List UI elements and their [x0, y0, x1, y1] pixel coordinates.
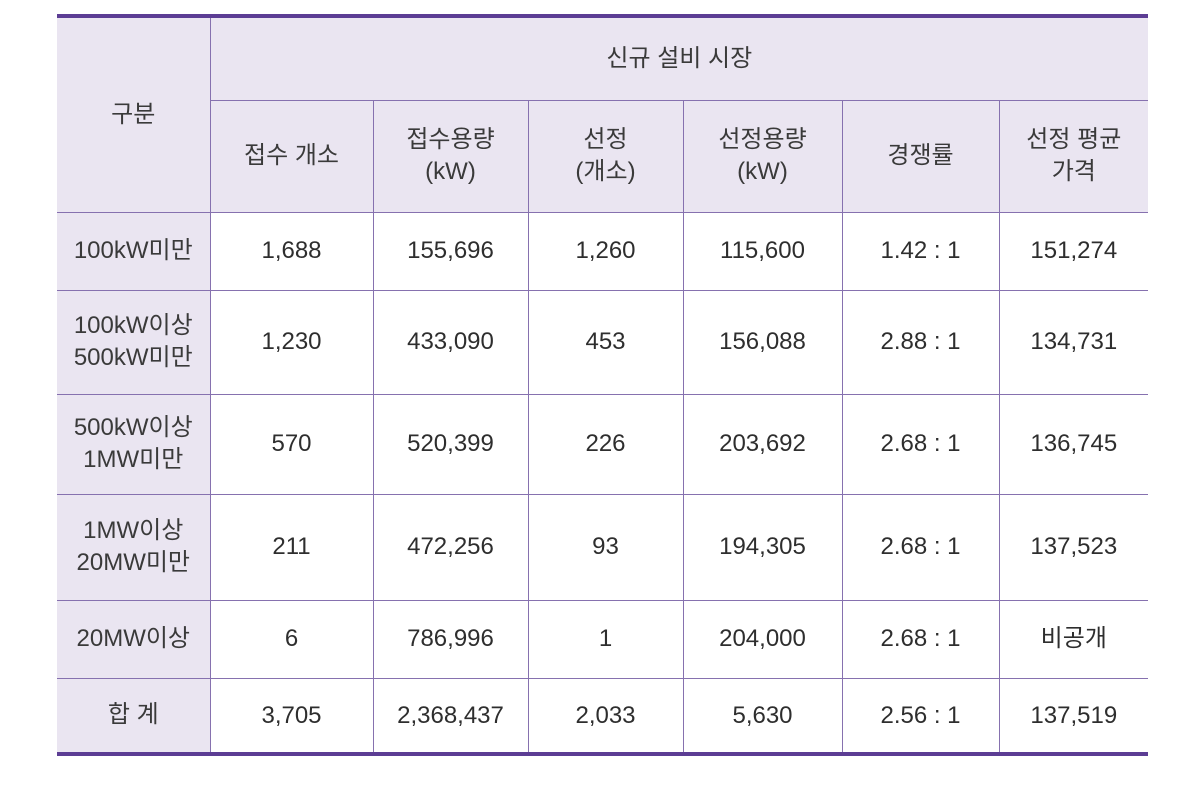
cell: 433,090 — [372, 289, 529, 395]
header-row-group: 구분 신규 설비 시장 — [57, 15, 1149, 213]
cell: 93 — [527, 493, 684, 601]
table-row: 100kW미만 1,688 155,696 1,260 115,600 1.42… — [57, 211, 1149, 291]
cell: 786,996 — [372, 599, 529, 679]
cell: 2.56 : 1 — [841, 677, 1000, 755]
table-row: 100kW이상 500kW미만 1,230 433,090 453 156,08… — [57, 289, 1149, 395]
header-row-columns: 접수 개소 접수용량 (kW) 선정 (개소) 선정용량 (kW) 경쟁률 선정… — [57, 99, 1149, 213]
cell: 2.88 : 1 — [841, 289, 1000, 395]
cell: 156,088 — [682, 289, 843, 395]
cell: 226 — [527, 393, 684, 495]
row-label: 1MW이상 20MW미만 — [57, 493, 211, 601]
cell: 2.68 : 1 — [841, 599, 1000, 679]
cell: 570 — [209, 393, 374, 495]
col-header-received-capacity: 접수용량 (kW) — [372, 99, 529, 213]
cell: 211 — [209, 493, 374, 601]
cell: 115,600 — [682, 211, 843, 291]
cell: 203,692 — [682, 393, 843, 495]
row-label: 100kW이상 500kW미만 — [57, 289, 211, 395]
group-header-new-market: 신규 설비 시장 — [209, 15, 1149, 101]
table-row: 1MW이상 20MW미만 211 472,256 93 194,305 2.68… — [57, 493, 1149, 601]
cell: 6 — [209, 599, 374, 679]
cell: 151,274 — [998, 211, 1149, 291]
col-header-avg-price: 선정 평균 가격 — [998, 99, 1149, 213]
cell: 1,230 — [209, 289, 374, 395]
table-row: 500kW이상 1MW미만 570 520,399 226 203,692 2.… — [57, 393, 1149, 495]
row-label: 100kW미만 — [57, 211, 211, 291]
cell: 1.42 : 1 — [841, 211, 1000, 291]
col-header-competition-ratio: 경쟁률 — [841, 99, 1000, 213]
cell: 194,305 — [682, 493, 843, 601]
cell: 155,696 — [372, 211, 529, 291]
new-facility-market-table: 구분 신규 설비 시장 접수 개소 접수용량 (kW) 선정 (개소) 선정용량… — [57, 14, 1149, 756]
cell: 453 — [527, 289, 684, 395]
col-header-received-count: 접수 개소 — [210, 99, 374, 213]
col-header-selected-capacity: 선정용량 (kW) — [682, 99, 843, 213]
cell: 2,368,437 — [372, 677, 529, 755]
table-row-total: 합 계 3,705 2,368,437 2,033 5,630 2.56 : 1… — [57, 677, 1149, 755]
cell: 137,519 — [998, 677, 1149, 755]
cell: 1,260 — [527, 211, 684, 291]
cell: 137,523 — [998, 493, 1149, 601]
row-label: 500kW이상 1MW미만 — [57, 393, 211, 495]
cell: 1,688 — [209, 211, 374, 291]
cell: 136,745 — [998, 393, 1149, 495]
row-label: 20MW이상 — [57, 599, 211, 679]
row-label-total: 합 계 — [57, 677, 211, 755]
cell: 204,000 — [682, 599, 843, 679]
cell: 134,731 — [998, 289, 1149, 395]
corner-header-gubun: 구분 — [57, 15, 211, 213]
col-header-selected-count: 선정 (개소) — [527, 99, 684, 213]
cell: 472,256 — [372, 493, 529, 601]
cell: 520,399 — [372, 393, 529, 495]
cell: 2.68 : 1 — [841, 393, 1000, 495]
cell: 5,630 — [682, 677, 843, 755]
table-row: 20MW이상 6 786,996 1 204,000 2.68 : 1 비공개 — [57, 599, 1149, 679]
cell: 2.68 : 1 — [841, 493, 1000, 601]
cell: 1 — [527, 599, 684, 679]
cell: 3,705 — [209, 677, 374, 755]
cell: 비공개 — [998, 599, 1149, 679]
cell: 2,033 — [527, 677, 684, 755]
